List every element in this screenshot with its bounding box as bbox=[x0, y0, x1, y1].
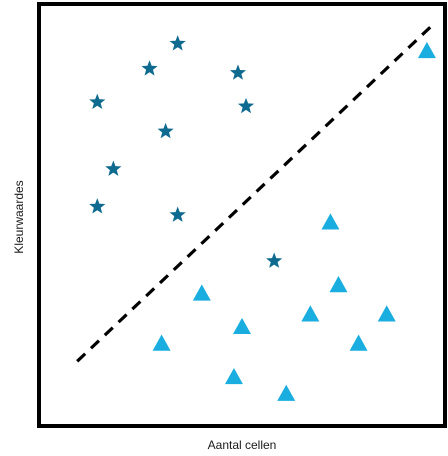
triangle-point-4 bbox=[329, 276, 348, 293]
plot-frame bbox=[37, 2, 447, 428]
triangle-point-10 bbox=[224, 367, 243, 385]
triangle-point-1 bbox=[417, 41, 436, 59]
triangle-point-8 bbox=[152, 334, 171, 351]
star-point-3 bbox=[229, 64, 247, 80]
star-point-10 bbox=[266, 252, 283, 268]
star-point-1 bbox=[169, 35, 186, 51]
triangle-point-7 bbox=[377, 305, 396, 322]
triangle-point-2 bbox=[321, 213, 340, 230]
star-point-8 bbox=[89, 198, 106, 214]
x-axis-label: Aantal cellen bbox=[208, 438, 277, 452]
triangle-point-11 bbox=[277, 384, 296, 401]
star-point-2 bbox=[141, 60, 158, 76]
star-point-5 bbox=[237, 97, 255, 114]
star-point-4 bbox=[89, 93, 106, 110]
triangle-point-5 bbox=[233, 317, 251, 335]
decision-boundary bbox=[76, 21, 437, 363]
star-point-7 bbox=[105, 160, 122, 176]
y-axis-label: Kleurwaardes bbox=[12, 180, 26, 253]
star-point-9 bbox=[169, 206, 186, 222]
data-points bbox=[89, 35, 436, 401]
triangle-point-3 bbox=[192, 284, 211, 301]
triangle-point-9 bbox=[349, 334, 368, 351]
triangle-point-6 bbox=[301, 305, 320, 322]
star-point-6 bbox=[157, 122, 174, 139]
